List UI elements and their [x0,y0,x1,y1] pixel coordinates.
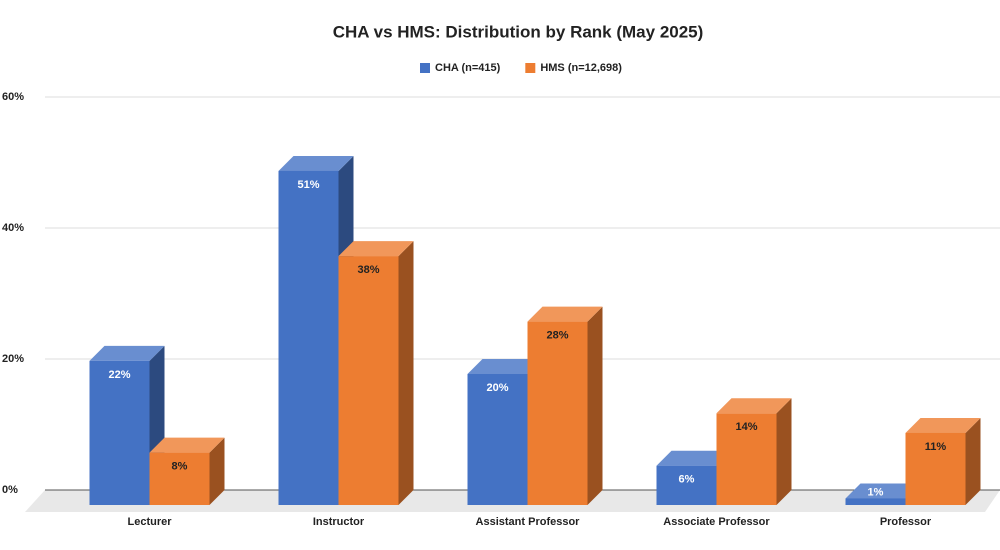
bar-top [905,417,981,433]
bar [149,452,210,505]
bar [467,374,528,505]
value-label: 38% [357,264,379,276]
x-tick-label: Associate Professor [663,516,770,528]
bar-side [776,398,792,505]
bar [656,465,717,505]
bar [845,498,906,505]
bar [278,170,339,505]
value-label: 11% [925,441,947,453]
value-label: 28% [546,330,568,342]
bar-top [278,155,354,171]
legend-label: HMS (n=12,698) [540,62,622,74]
bar [716,413,777,505]
y-tick-label: 20% [2,353,24,365]
bar [338,256,399,505]
bar [905,432,966,505]
bar [89,360,150,505]
bar-side [209,437,225,505]
bar-top [467,359,543,374]
y-tick-label: 60% [2,91,24,103]
value-label: 14% [735,421,757,433]
bar-top [338,241,414,257]
value-label: 8% [172,461,188,473]
value-label: 51% [297,179,319,191]
x-tick-label: Professor [880,516,932,528]
bar-top [716,398,792,414]
chart-title: CHA vs HMS: Distribution by Rank (May 20… [333,22,704,41]
bar [527,321,588,505]
value-label: 1% [868,486,884,498]
value-label: 20% [486,382,508,394]
bar-top [149,437,225,453]
bar-top [845,483,921,499]
x-tick-label: Lecturer [127,516,172,528]
bar-top [656,450,732,466]
bar-side [965,417,981,505]
x-tick-label: Assistant Professor [476,516,581,528]
bar-top [89,345,165,361]
x-tick-label: Instructor [313,516,365,528]
bar-side [398,241,414,505]
y-tick-label: 0% [2,484,18,496]
legend-swatch [525,63,536,73]
value-label: 22% [108,369,130,381]
y-tick-label: 40% [2,222,24,234]
bar-top [527,306,603,322]
value-label: 6% [679,474,695,486]
bar-side [587,306,603,505]
legend-label: CHA (n=415) [435,62,501,74]
legend-swatch [420,63,430,73]
